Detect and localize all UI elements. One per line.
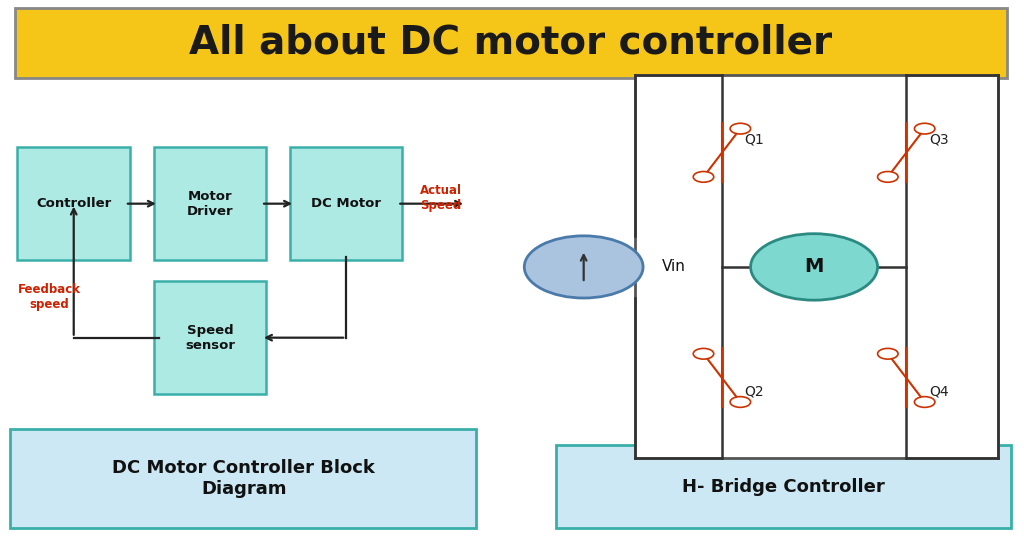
Text: H- Bridge Controller: H- Bridge Controller	[682, 478, 885, 496]
Text: Q3: Q3	[929, 132, 948, 146]
FancyBboxPatch shape	[10, 429, 476, 528]
Text: DC Motor Controller Block
Diagram: DC Motor Controller Block Diagram	[113, 459, 375, 497]
Circle shape	[914, 397, 935, 407]
FancyBboxPatch shape	[154, 281, 266, 394]
Circle shape	[730, 397, 751, 407]
Text: Controller: Controller	[36, 197, 112, 210]
Text: All about DC motor controller: All about DC motor controller	[189, 24, 833, 62]
Text: Vin: Vin	[662, 259, 685, 274]
FancyBboxPatch shape	[17, 147, 130, 260]
Circle shape	[878, 172, 898, 182]
Circle shape	[693, 172, 714, 182]
Text: Feedback
speed: Feedback speed	[17, 284, 81, 311]
FancyBboxPatch shape	[290, 147, 402, 260]
Text: DC Motor: DC Motor	[311, 197, 381, 210]
Text: Motor
Driver: Motor Driver	[186, 190, 233, 218]
Text: Actual
Speed: Actual Speed	[420, 184, 462, 212]
Text: Speed
sensor: Speed sensor	[185, 324, 234, 352]
Circle shape	[751, 234, 878, 300]
FancyBboxPatch shape	[635, 75, 998, 458]
Circle shape	[914, 123, 935, 134]
Circle shape	[878, 348, 898, 359]
FancyBboxPatch shape	[154, 147, 266, 260]
FancyBboxPatch shape	[556, 445, 1011, 528]
Circle shape	[524, 236, 643, 298]
Text: Q2: Q2	[744, 384, 764, 398]
Text: Q4: Q4	[929, 384, 948, 398]
Circle shape	[693, 348, 714, 359]
Circle shape	[730, 123, 751, 134]
FancyBboxPatch shape	[15, 8, 1007, 78]
Text: Q1: Q1	[744, 132, 764, 146]
Text: M: M	[805, 257, 823, 277]
